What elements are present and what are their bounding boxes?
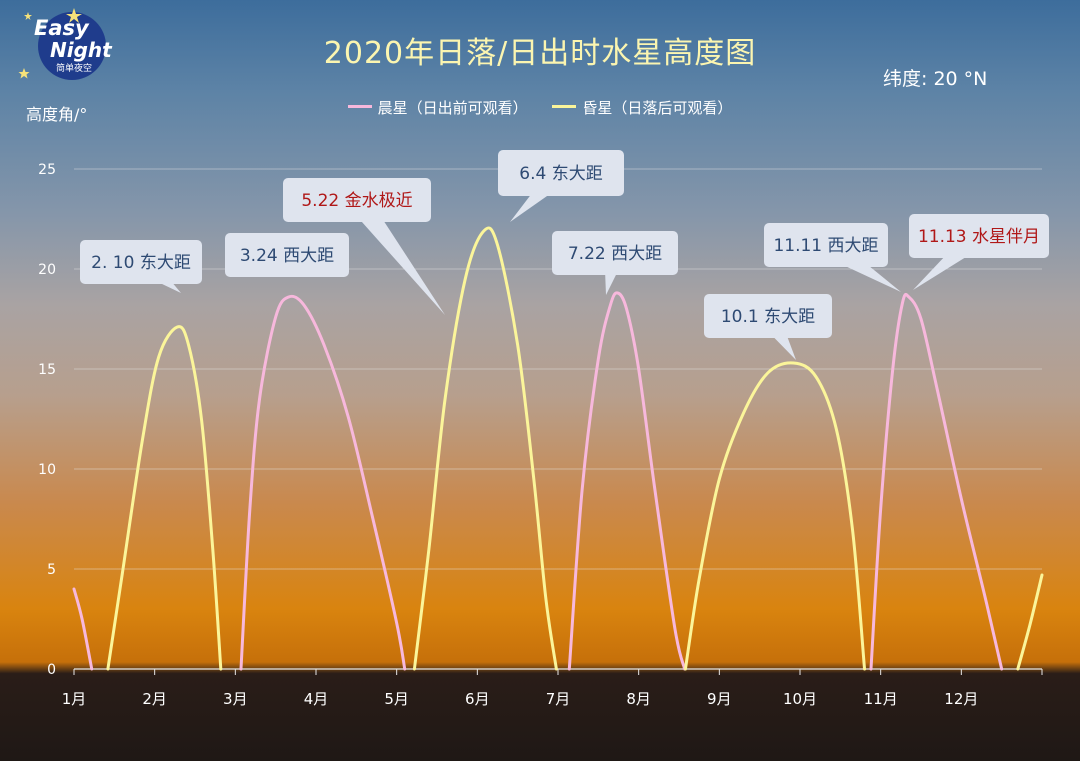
legend-item-evening: 昏星（日落后可观看） bbox=[552, 97, 732, 118]
x-tick-label: 10月 bbox=[783, 690, 817, 708]
callout-box bbox=[498, 150, 624, 196]
callout-label: 7.22 西大距 bbox=[568, 244, 662, 264]
x-tick-label: 3月 bbox=[223, 690, 248, 708]
evening-star-line bbox=[412, 226, 558, 671]
callout-label: 5.22 金水极近 bbox=[301, 191, 412, 211]
x-tick-label: 11月 bbox=[864, 690, 898, 708]
callout-label: 10.1 东大距 bbox=[721, 307, 815, 327]
logo-text-night: Night bbox=[50, 38, 112, 62]
callout-label: 6.4 东大距 bbox=[519, 164, 602, 184]
legend-swatch-evening bbox=[552, 105, 577, 108]
y-axis-label: 高度角/° bbox=[26, 105, 88, 124]
legend: 晨星（日出前可观看） 昏星（日落后可观看） bbox=[0, 97, 1080, 118]
callout-box bbox=[225, 233, 349, 277]
y-tick-label: 10 bbox=[38, 462, 56, 478]
legend-swatch-morning bbox=[347, 105, 372, 108]
y-tick-label: 20 bbox=[38, 262, 56, 278]
chart-title: 2020年日落/日出时水星高度图 bbox=[323, 36, 757, 71]
callout-pointer bbox=[348, 193, 445, 315]
evening-star-line bbox=[106, 325, 223, 671]
logo-text-cn: 简单夜空 bbox=[56, 64, 93, 74]
morning-star-line bbox=[239, 294, 407, 671]
y-tick-label: 5 bbox=[47, 562, 56, 578]
x-tick-label: 2月 bbox=[142, 690, 167, 708]
x-tick-label: 6月 bbox=[465, 690, 490, 708]
easy-night-logo: Easy Night 简单夜空 bbox=[14, 6, 114, 86]
x-tick-label: 4月 bbox=[304, 690, 329, 708]
x-tick-label: 1月 bbox=[62, 690, 87, 708]
morning-star-line bbox=[72, 587, 94, 671]
callout-box bbox=[704, 294, 832, 338]
evening-star-line bbox=[683, 361, 867, 671]
y-tick-label: 15 bbox=[38, 362, 56, 378]
callout-box bbox=[80, 240, 202, 284]
callout-label: 11.13 水星伴月 bbox=[918, 227, 1040, 247]
morning-star-line bbox=[869, 292, 1004, 671]
legend-label-evening: 昏星（日落后可观看） bbox=[582, 99, 733, 117]
callout-box bbox=[552, 231, 678, 275]
legend-label-morning: 晨星（日出前可观看） bbox=[377, 99, 528, 117]
x-tick-label: 5月 bbox=[384, 690, 409, 708]
callout-box bbox=[764, 223, 888, 267]
x-tick-label: 12月 bbox=[944, 690, 978, 708]
latitude-label: 纬度: 20 °N bbox=[883, 68, 988, 90]
x-tick-label: 8月 bbox=[626, 690, 651, 708]
x-tick-label: 7月 bbox=[546, 690, 571, 708]
callout-label: 2. 10 东大距 bbox=[91, 253, 191, 273]
callout-label: 3.24 西大距 bbox=[240, 246, 334, 266]
callout-box bbox=[909, 214, 1049, 258]
y-tick-label: 0 bbox=[47, 662, 56, 678]
legend-item-morning: 晨星（日出前可观看） bbox=[347, 97, 528, 118]
x-tick-label: 9月 bbox=[707, 690, 732, 708]
callout-box bbox=[283, 178, 431, 222]
morning-star-line bbox=[567, 291, 687, 671]
logo-text-easy: Easy bbox=[34, 16, 89, 40]
y-tick-label: 25 bbox=[38, 162, 56, 178]
evening-star-line bbox=[1016, 573, 1044, 671]
callout-label: 11.11 西大距 bbox=[773, 236, 878, 256]
